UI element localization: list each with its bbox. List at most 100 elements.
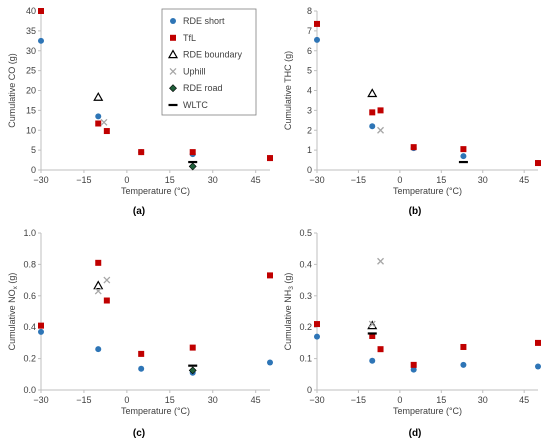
- data-point: [460, 361, 467, 368]
- data-point: [314, 321, 320, 328]
- data-point: [367, 320, 378, 330]
- x-tick-label: 45: [251, 395, 261, 405]
- y-tick-label: 10: [26, 125, 36, 135]
- x-tick-label: −15: [351, 395, 366, 405]
- y-tick-label: 0.2: [299, 322, 312, 332]
- data-point: [38, 37, 44, 44]
- data-point: [95, 120, 102, 127]
- x-tick-label: 15: [436, 395, 446, 405]
- x-tick-label: −15: [351, 175, 366, 185]
- x-axis-label: Temperature (°C): [121, 186, 190, 196]
- x-tick-label: 0: [124, 395, 129, 405]
- y-tick-label: 30: [26, 46, 36, 56]
- y-axis-label: Cumulative THC (g): [283, 51, 293, 130]
- legend-label: RDE road: [183, 83, 223, 93]
- series-tfl: [38, 259, 273, 357]
- legend-marker: [170, 34, 176, 41]
- x-axis-label: Temperature (°C): [393, 186, 462, 196]
- x-tick-label: 45: [519, 395, 529, 405]
- data-point: [535, 339, 541, 346]
- data-point: [138, 350, 145, 357]
- x-tick-label: 0: [397, 175, 402, 185]
- data-point: [314, 20, 320, 27]
- data-point: [188, 366, 197, 375]
- data-point: [93, 92, 104, 101]
- x-tick-label: −30: [33, 175, 48, 185]
- y-tick-label: 3: [307, 105, 312, 115]
- data-point: [377, 126, 384, 134]
- series-tfl: [314, 321, 541, 368]
- data-point: [38, 322, 44, 329]
- y-tick-label: 1.0: [23, 228, 36, 238]
- series-rde-boundary: [367, 320, 378, 330]
- y-tick-label: 6: [307, 46, 312, 56]
- data-point: [95, 346, 102, 353]
- data-point: [377, 346, 384, 353]
- data-point: [103, 297, 110, 304]
- series-rde-boundary: [93, 280, 104, 290]
- x-tick-label: 15: [165, 395, 175, 405]
- x-tick-label: −30: [33, 395, 48, 405]
- legend-marker: [170, 18, 176, 24]
- y-tick-label: 15: [26, 105, 36, 115]
- x-tick-label: 45: [251, 175, 261, 185]
- data-point: [460, 153, 467, 160]
- x-tick-label: −30: [309, 395, 324, 405]
- legend-marker: [169, 84, 177, 93]
- panel-1: 0 5 10 15 20 25 30 35 40 −30 −15 0 15 30 45 Temperature…: [7, 6, 273, 217]
- y-tick-label: 0.4: [23, 322, 36, 332]
- data-point: [103, 128, 110, 135]
- series-rde-road: [188, 162, 197, 171]
- data-point: [103, 276, 111, 284]
- y-tick-label: 0.5: [299, 228, 312, 238]
- y-tick-label: 0.3: [299, 291, 312, 301]
- series-tfl: [38, 8, 273, 162]
- data-point: [267, 272, 273, 279]
- y-tick-label: 35: [26, 26, 36, 36]
- panel-4: 0 0.1 0.2 0.3 0.4 0.5 −30 −15 0 15 30 45 Temperature…: [283, 228, 541, 439]
- y-axis-label: Cumulative NOx (g): [7, 273, 19, 351]
- y-tick-label: 25: [26, 66, 36, 76]
- legend-label: TfL: [183, 33, 196, 43]
- x-tick-label: 30: [478, 395, 488, 405]
- data-point: [369, 109, 376, 116]
- series-rde-short: [314, 333, 541, 373]
- series-tfl: [314, 20, 541, 167]
- x-tick-label: 15: [165, 175, 175, 185]
- y-axis-label: Cumulative CO (g): [7, 53, 17, 128]
- series-rde-short: [38, 328, 273, 376]
- y-tick-label: 0: [31, 165, 36, 175]
- y-tick-label: 0.6: [23, 291, 36, 301]
- panel-label: (a): [133, 206, 145, 217]
- series-rde-road: [188, 366, 197, 375]
- data-point: [138, 149, 145, 156]
- legend-marker: [169, 67, 177, 75]
- legend-entry-wltc: WLTC: [168, 100, 208, 110]
- panel-label: (c): [133, 428, 145, 439]
- series-rde-boundary: [367, 88, 378, 98]
- legend-label: Uphill: [183, 66, 206, 76]
- y-tick-label: 0.0: [23, 385, 36, 395]
- legend-label: RDE boundary: [183, 50, 243, 60]
- x-axis-label: Temperature (°C): [393, 406, 462, 416]
- y-tick-label: 0.8: [23, 259, 36, 269]
- series-rde-short: [314, 36, 541, 167]
- data-point: [100, 118, 108, 126]
- legend-entry-uphill: Uphill: [169, 66, 206, 76]
- x-tick-label: 45: [519, 175, 529, 185]
- legend-box: [161, 8, 257, 116]
- x-tick-label: 0: [124, 175, 129, 185]
- data-point: [94, 287, 102, 295]
- data-point: [367, 88, 378, 98]
- data-point: [410, 361, 417, 368]
- y-tick-label: 4: [307, 86, 312, 96]
- data-point: [410, 366, 417, 373]
- panel-label: (b): [409, 206, 422, 217]
- series-uphill: [100, 118, 108, 126]
- x-tick-label: 30: [208, 395, 218, 405]
- y-tick-label: 0.4: [299, 259, 312, 269]
- series-rde-boundary: [93, 92, 104, 101]
- data-point: [267, 359, 273, 366]
- data-point: [377, 257, 384, 265]
- x-tick-label: −15: [76, 395, 91, 405]
